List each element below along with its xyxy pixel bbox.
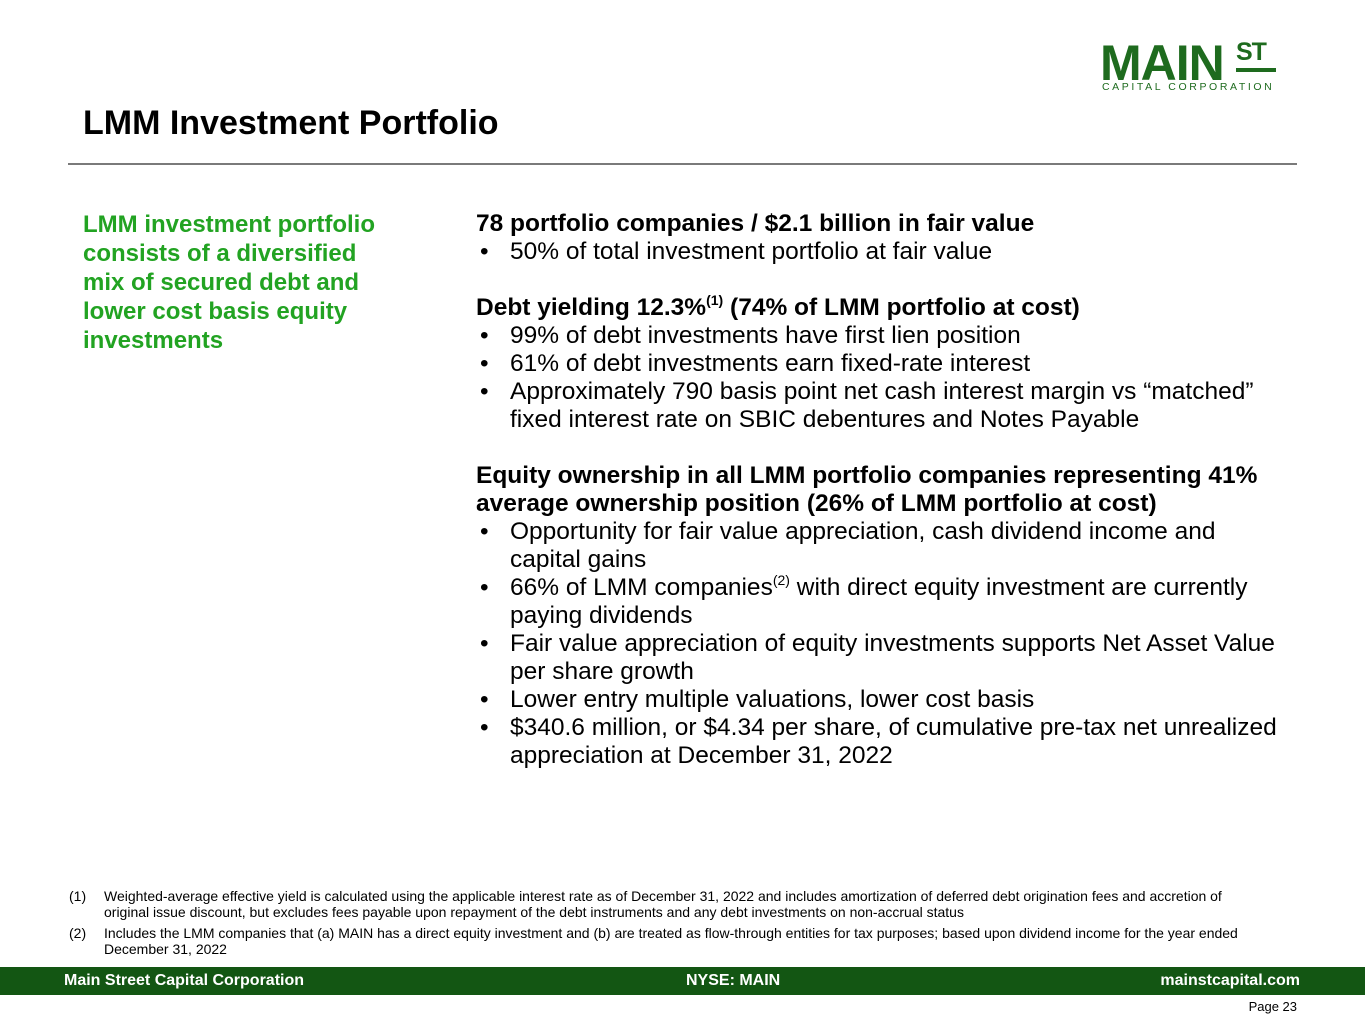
footnote-text: Weighted-average effective yield is calc… <box>104 888 1222 920</box>
footnote-text: Includes the LMM companies that (a) MAIN… <box>104 925 1238 957</box>
bullet-item: Fair value appreciation of equity invest… <box>476 630 1286 686</box>
page-number: Page 23 <box>1248 999 1297 1014</box>
footer-bar: Main Street Capital Corporation NYSE: MA… <box>0 967 1365 995</box>
footer-website: mainstcapital.com <box>1160 972 1300 989</box>
footnote-ref-2: (2) <box>772 572 790 588</box>
footnote-ref-1: (1) <box>706 292 724 308</box>
section-heading: Equity ownership in all LMM portfolio co… <box>476 462 1258 517</box>
section-equity: Equity ownership in all LMM portfolio co… <box>476 462 1286 770</box>
footnote-number: (2) <box>69 925 87 941</box>
footer-company: Main Street Capital Corporation <box>64 972 305 989</box>
bullet-item: 61% of debt investments earn fixed-rate … <box>476 350 1286 378</box>
bullet-item: 66% of LMM companies(2) with direct equi… <box>476 572 1286 630</box>
logo-underline <box>1236 68 1276 72</box>
section-heading: Debt yielding 12.3%(1) (74% of LMM portf… <box>476 292 1286 322</box>
bullet-item: 99% of debt investments have first lien … <box>476 322 1286 350</box>
bullet-item: Approximately 790 basis point net cash i… <box>476 378 1286 434</box>
logo-st-text: ST <box>1236 38 1267 66</box>
sidebar-summary: LMM investment portfolio consists of a d… <box>83 211 375 354</box>
page-title: LMM Investment Portfolio <box>83 104 499 142</box>
bullet-text: with direct equity investment are curren… <box>510 574 1248 629</box>
bullet-text: 66% of LMM companies <box>510 574 773 601</box>
bullet-item: Lower entry multiple valuations, lower c… <box>476 686 1286 714</box>
footnote-2: (2) Includes the LMM companies that (a) … <box>69 925 1269 957</box>
section-heading: 78 portfolio companies / $2.1 billion in… <box>476 210 1035 237</box>
footer-ticker: NYSE: MAIN <box>686 972 781 989</box>
bullet-item: 50% of total investment portfolio at fai… <box>476 238 1286 266</box>
section-portfolio-overview: 78 portfolio companies / $2.1 billion in… <box>476 210 1286 266</box>
company-logo: MAIN ST CAPITAL CORPORATION <box>1100 38 1280 96</box>
logo-subtitle: CAPITAL CORPORATION <box>1102 81 1275 93</box>
main-content: 78 portfolio companies / $2.1 billion in… <box>476 210 1286 798</box>
footnote-number: (1) <box>69 888 87 904</box>
heading-text: (74% of LMM portfolio at cost) <box>723 294 1080 321</box>
title-divider <box>68 163 1297 165</box>
footnote-1: (1) Weighted-average effective yield is … <box>69 888 1269 920</box>
section-debt: Debt yielding 12.3%(1) (74% of LMM portf… <box>476 292 1286 434</box>
bullet-item: $340.6 million, or $4.34 per share, of c… <box>476 714 1286 770</box>
heading-text: Debt yielding 12.3% <box>476 294 707 321</box>
logo-main-text: MAIN <box>1100 35 1225 91</box>
footnotes: (1) Weighted-average effective yield is … <box>69 888 1269 962</box>
bullet-item: Opportunity for fair value appreciation,… <box>476 518 1286 574</box>
